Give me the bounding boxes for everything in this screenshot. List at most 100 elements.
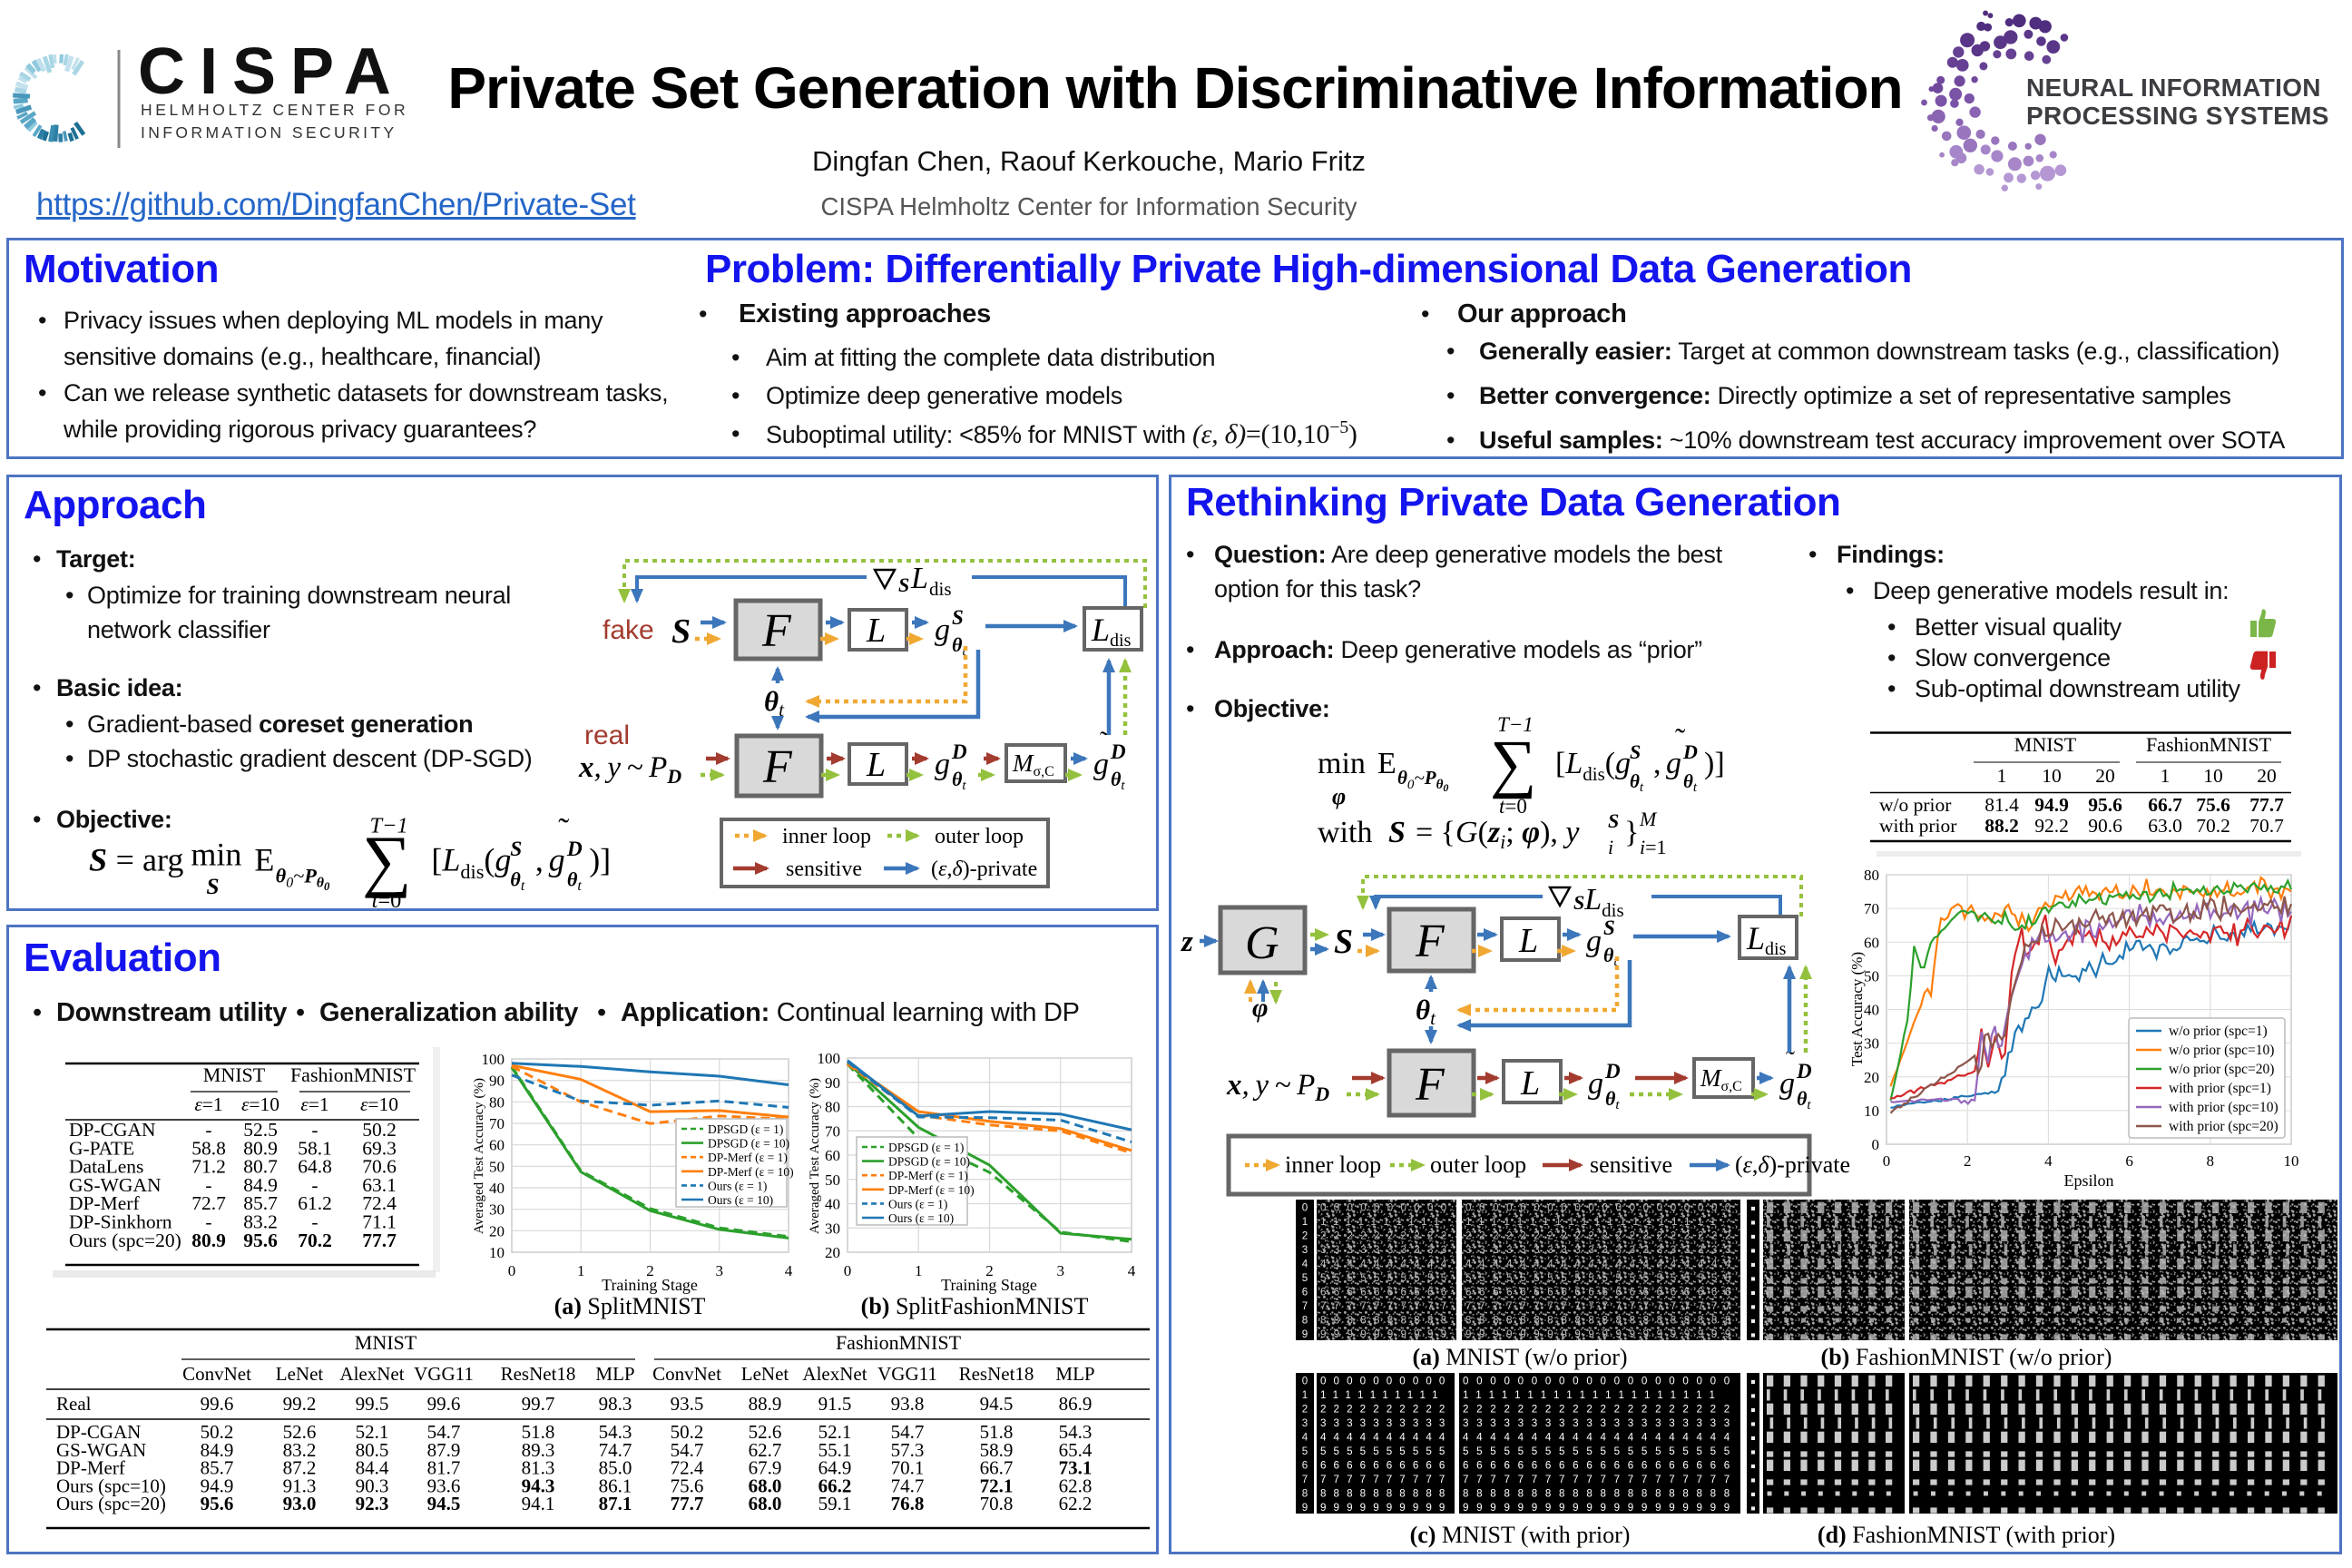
- svg-text:52.1: 52.1: [356, 1421, 389, 1443]
- svg-text:52.1: 52.1: [818, 1421, 852, 1443]
- svg-text:52.6: 52.6: [749, 1421, 782, 1443]
- svg-text:5555555555: 5555555555: [1320, 1446, 1452, 1457]
- svg-text:91.3: 91.3: [283, 1475, 317, 1496]
- svg-text:72.4: 72.4: [671, 1457, 704, 1479]
- svg-text:φ: φ: [1332, 783, 1346, 809]
- svg-text:81.4: 81.4: [1984, 794, 2019, 816]
- svg-text:68.0: 68.0: [749, 1493, 782, 1514]
- svg-text:50: 50: [1864, 967, 1879, 985]
- svg-text:■■■■■■■■: ■■■■■■■■: [1767, 1489, 1903, 1499]
- svg-text:E: E: [1377, 747, 1396, 780]
- svg-text:S: S: [206, 873, 219, 899]
- svg-text:95.6: 95.6: [201, 1493, 234, 1514]
- svg-text:[Ldis(g: [Ldis(g: [431, 842, 511, 883]
- svg-text:70: 70: [825, 1122, 840, 1140]
- svg-text:DPSGD (ε = 10): DPSGD (ε = 10): [708, 1137, 789, 1151]
- svg-text:████████: ████████: [1767, 1459, 1903, 1472]
- svg-text:99.2: 99.2: [283, 1393, 317, 1415]
- svg-text:▌▌▌▌▌▌▌▌: ▌▌▌▌▌▌▌▌: [1767, 1389, 1903, 1402]
- svg-text:▌▌▌▌▌▌▌▌▌▌▌▌▌▌▌▌▌▌▌▌▌▌▌▌: ▌▌▌▌▌▌▌▌▌▌▌▌▌▌▌▌▌▌▌▌▌▌▌▌: [1913, 1389, 2336, 1402]
- svg-text:0: 0: [844, 1262, 852, 1279]
- svg-text:■: ■: [1750, 1447, 1755, 1456]
- svg-text:g: g: [1093, 748, 1109, 781]
- svg-text:F: F: [761, 605, 792, 657]
- svg-text:-: -: [205, 1211, 211, 1233]
- svg-text:■: ■: [1750, 1475, 1755, 1485]
- svg-text:w/o prior (spc=1): w/o prior (spc=1): [2169, 1024, 2268, 1039]
- svg-text:10: 10: [2042, 765, 2062, 787]
- svg-text:INFORMATION SECURITY: INFORMATION SECURITY: [141, 123, 397, 142]
- svg-text:████████████████████████: ████████████████████████: [1913, 1431, 2336, 1444]
- svg-text:54.7: 54.7: [891, 1421, 925, 1443]
- svg-text:DP-Merf (ε = 10): DP-Merf (ε = 10): [888, 1183, 975, 1197]
- svg-text:■: ■: [1750, 1419, 1755, 1428]
- svg-text:DP-Sinkhorn: DP-Sinkhorn: [69, 1211, 172, 1233]
- svg-text:Ours (ε = 10): Ours (ε = 10): [708, 1193, 773, 1207]
- svg-text:1: 1: [2161, 765, 2171, 787]
- svg-text:D: D: [1604, 1060, 1621, 1083]
- svg-text:Ours (ε = 10): Ours (ε = 10): [888, 1211, 954, 1225]
- svg-text:Epsilon: Epsilon: [2063, 1171, 2113, 1190]
- svg-text:LeNet: LeNet: [741, 1363, 789, 1385]
- svg-text:with prior (spc=10): with prior (spc=10): [2169, 1100, 2278, 1115]
- svg-text:sensitive: sensitive: [1590, 1152, 1672, 1178]
- svg-text:▄▄▄▄▄▄▄▄: ▄▄▄▄▄▄▄▄: [1767, 1447, 1903, 1458]
- svg-text:84.9: 84.9: [243, 1174, 278, 1196]
- svg-text:■: ■: [1750, 1504, 1755, 1513]
- svg-text:Averaged Test Accuracy (%): Averaged Test Accuracy (%): [472, 1078, 486, 1234]
- svg-text:80.9: 80.9: [243, 1137, 278, 1159]
- svg-text:▐▐▐▐▐▐▐▐: ▐▐▐▐▐▐▐▐: [1767, 1417, 1903, 1430]
- svg-text:70: 70: [489, 1115, 505, 1132]
- svg-text:44444444444444444444: 44444444444444444444: [1463, 1431, 1738, 1443]
- svg-text:20: 20: [1864, 1069, 1879, 1086]
- svg-text:S: S: [89, 842, 107, 878]
- svg-text:▐▐▐▐▐▐▐▐▐▐▐▐▐▐▐▐▐▐▐▐▐▐▐▐: ▐▐▐▐▐▐▐▐▐▐▐▐▐▐▐▐▐▐▐▐▐▐▐▐: [1913, 1417, 2336, 1430]
- svg-text:■: ■: [1750, 1218, 1755, 1227]
- svg-text:71.2: 71.2: [191, 1156, 226, 1178]
- svg-text:(a) SplitMNIST: (a) SplitMNIST: [554, 1293, 706, 1319]
- svg-text:S: S: [671, 612, 691, 651]
- svg-text:ε=1: ε=1: [194, 1093, 222, 1115]
- svg-text:▄▄▄▄▄▄▄▄▄▄▄▄▄▄▄▄▄▄▄▄▄▄▄▄: ▄▄▄▄▄▄▄▄▄▄▄▄▄▄▄▄▄▄▄▄▄▄▄▄: [1913, 1447, 2336, 1458]
- svg-text:84.9: 84.9: [201, 1439, 234, 1461]
- svg-text:■: ■: [1750, 1259, 1755, 1269]
- svg-text:■: ■: [1750, 1231, 1755, 1240]
- svg-text:= {G(zi; φ), y: = {G(zi; φ), y: [1416, 816, 1580, 853]
- svg-text:5: 5: [1302, 1272, 1308, 1284]
- svg-text:z: z: [1181, 926, 1193, 958]
- svg-text:66.7: 66.7: [2148, 794, 2182, 816]
- svg-text:θt: θt: [952, 768, 966, 793]
- svg-text:57.3: 57.3: [891, 1439, 925, 1461]
- svg-text:6: 6: [2125, 1152, 2133, 1170]
- svg-text:8: 8: [2207, 1152, 2215, 1170]
- svg-text:2: 2: [985, 1262, 994, 1279]
- svg-text:5: 5: [1302, 1446, 1308, 1457]
- svg-text:g: g: [549, 842, 565, 878]
- svg-text:8: 8: [1302, 1314, 1308, 1326]
- svg-text:DataLens: DataLens: [69, 1156, 143, 1178]
- svg-text:1: 1: [1302, 1389, 1308, 1401]
- svg-text:AlexNet: AlexNet: [802, 1363, 867, 1385]
- svg-text:Averaged Test Accuracy (%): Averaged Test Accuracy (%): [808, 1078, 822, 1234]
- svg-text:θt: θt: [1416, 994, 1436, 1029]
- svg-text:65.4: 65.4: [1059, 1439, 1093, 1461]
- svg-text:Mσ,C: Mσ,C: [1700, 1064, 1742, 1094]
- svg-text:)]: )]: [589, 842, 611, 878]
- svg-text:6: 6: [1302, 1459, 1308, 1471]
- svg-text:S: S: [898, 573, 909, 596]
- svg-text:85.7: 85.7: [243, 1192, 278, 1214]
- svg-text:94.5: 94.5: [427, 1493, 461, 1514]
- svg-text:99.5: 99.5: [356, 1393, 389, 1415]
- svg-text:████████: ████████: [1767, 1403, 1903, 1416]
- svg-text:DPSGD (ε = 1): DPSGD (ε = 1): [888, 1141, 964, 1154]
- svg-text:LeNet: LeNet: [276, 1363, 324, 1385]
- svg-text:8: 8: [1302, 1487, 1308, 1499]
- svg-text:S: S: [1388, 816, 1406, 849]
- svg-text:(b) SplitFashionMNIST: (b) SplitFashionMNIST: [861, 1293, 1089, 1319]
- svg-text:with: with: [1318, 816, 1372, 849]
- svg-text:-: -: [311, 1119, 318, 1141]
- svg-text:3: 3: [716, 1262, 724, 1279]
- svg-text:72.1: 72.1: [980, 1475, 1014, 1496]
- svg-text:▄▄▄▄▄▄▄▄▄▄▄▄▄▄▄▄▄▄▄▄▄▄▄▄: ▄▄▄▄▄▄▄▄▄▄▄▄▄▄▄▄▄▄▄▄▄▄▄▄: [1913, 1475, 2336, 1486]
- svg-text:VGG11: VGG11: [877, 1363, 937, 1385]
